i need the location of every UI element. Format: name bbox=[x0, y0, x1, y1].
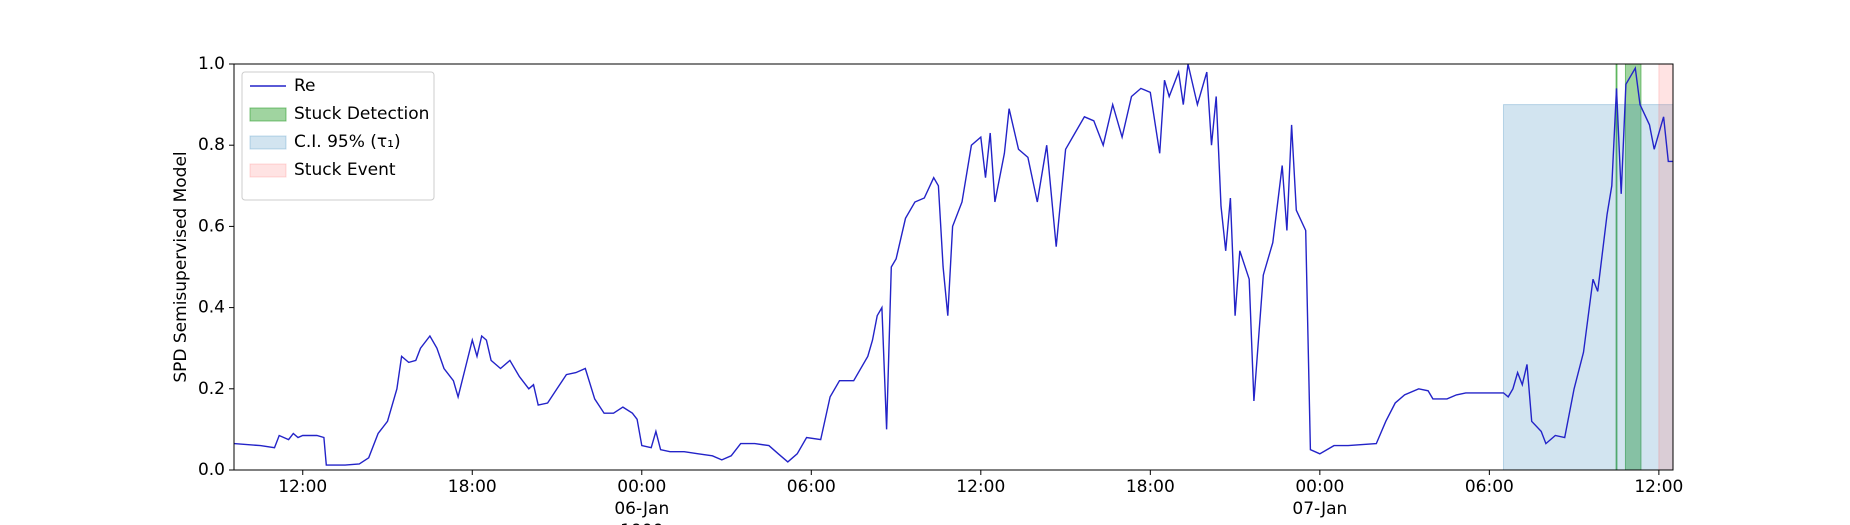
y-tick-label: 0.8 bbox=[198, 135, 225, 155]
legend-patch bbox=[249, 135, 287, 150]
legend-label: Stuck Event bbox=[294, 160, 396, 180]
x-tick-year: 1900 bbox=[620, 521, 663, 525]
y-tick-label: 0.2 bbox=[198, 379, 225, 399]
plot-frame bbox=[233, 63, 1674, 471]
y-tick-label: 0.6 bbox=[198, 216, 225, 236]
y-tick-label: 0.0 bbox=[198, 460, 225, 480]
legend-label: C.I. 95% (τ₁) bbox=[294, 132, 401, 152]
y-tick-label: 0.4 bbox=[198, 298, 225, 318]
x-tick-label: 12:00 bbox=[278, 477, 327, 497]
x-tick-label: 00:00 bbox=[1295, 477, 1344, 497]
legend-label: Re bbox=[294, 76, 316, 96]
x-tick-date: 06-Jan bbox=[614, 499, 669, 519]
x-tick-date: 07-Jan bbox=[1292, 499, 1347, 519]
y-tick-label: 1.0 bbox=[198, 54, 225, 74]
y-axis-label: SPD Semisupervised Model bbox=[171, 151, 191, 382]
legend-label: Stuck Detection bbox=[294, 104, 429, 124]
legend-patch bbox=[249, 163, 287, 178]
line bbox=[233, 63, 1673, 466]
legend-patch bbox=[249, 107, 287, 122]
x-tick-label: 06:00 bbox=[787, 477, 836, 497]
x-tick-label: 12:00 bbox=[956, 477, 1005, 497]
x-tick-label: 06:00 bbox=[1465, 477, 1514, 497]
region bbox=[1502, 104, 1674, 471]
x-tick-label: 00:00 bbox=[617, 477, 666, 497]
x-tick-label: 12:00 bbox=[1634, 477, 1683, 497]
x-tick-label: 18:00 bbox=[448, 477, 497, 497]
x-tick-label: 18:00 bbox=[1126, 477, 1175, 497]
legend-box bbox=[241, 71, 435, 201]
